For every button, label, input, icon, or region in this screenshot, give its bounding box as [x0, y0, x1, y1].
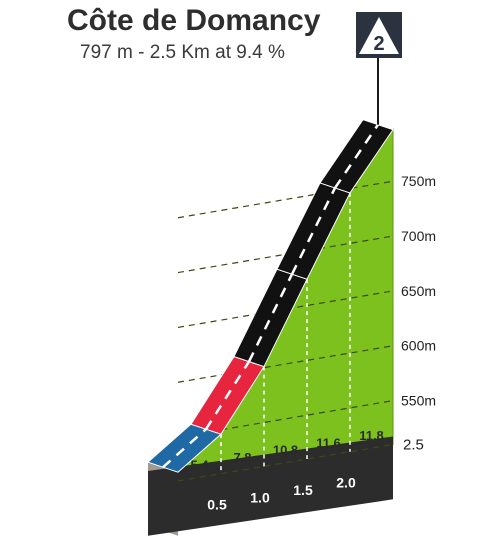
climb-title: Côte de Domancy	[67, 4, 321, 37]
elevation-tick-label: 550m	[401, 393, 436, 409]
elevation-gridline	[177, 235, 394, 274]
road-centerline	[290, 187, 337, 275]
elevation-gridline	[177, 443, 394, 482]
distance-tick-label: 0.5	[207, 497, 227, 513]
category-number: 2	[373, 33, 384, 55]
road-centerline	[333, 123, 380, 189]
climb-summary: 797 m - 2.5 Km at 9.4 %	[80, 42, 285, 63]
gradient-label: 11.8	[359, 428, 384, 443]
elevation-gridline	[177, 345, 394, 383]
category-badge: 2	[356, 12, 402, 58]
road-centerline	[162, 428, 207, 469]
distance-tick-label: 1.5	[293, 482, 313, 498]
elevation-tick-label: 700m	[401, 228, 436, 244]
road-centerline	[247, 273, 294, 363]
gradient-label: 7.8	[233, 450, 251, 465]
elevation-tick-label: 650m	[401, 283, 436, 299]
gradient-label: 11.6	[316, 435, 341, 450]
distance-tick-label: 1.0	[250, 489, 270, 505]
mountain-icon	[359, 17, 399, 54]
road-centerline	[204, 360, 251, 430]
end-distance-label: 2.5	[403, 436, 424, 453]
distance-band	[148, 436, 393, 536]
elevation-tick-label: 600m	[401, 338, 436, 354]
elevation-gridline	[177, 290, 394, 328]
gradient-label: 10.8	[273, 443, 298, 458]
distance-tick-label: 2.0	[336, 475, 356, 491]
elevation-gridline	[177, 180, 394, 219]
elevation-tick-label: 750m	[401, 173, 436, 189]
gradient-label: 5.4	[190, 457, 209, 472]
